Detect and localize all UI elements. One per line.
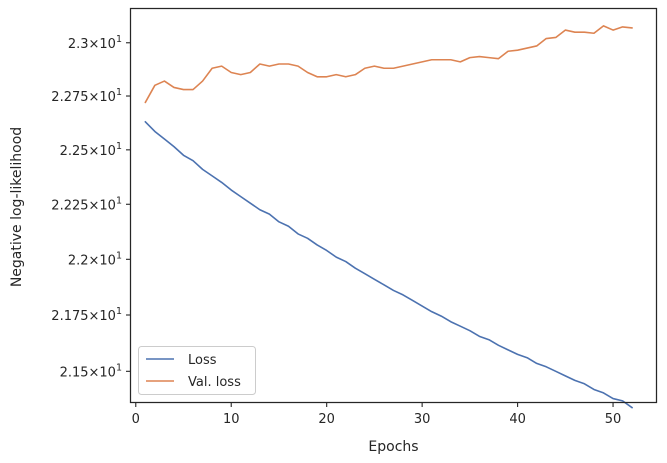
x-tick-label: 10	[223, 412, 240, 427]
legend-label-loss: Loss	[188, 353, 217, 368]
y-axis: 2.15×101 2.175×101 2.2×101 2.225×101 2.25×10…	[51, 34, 131, 380]
x-tick-label: 20	[318, 412, 335, 427]
x-tick-label: 40	[509, 412, 526, 427]
y-tick-label: 2.3×101	[68, 34, 122, 52]
y-tick-label: 2.15×101	[60, 362, 122, 380]
x-axis-title: Epochs	[368, 439, 418, 455]
legend-label-val-loss: Val. loss	[188, 375, 241, 390]
y-tick-label: 2.175×101	[51, 306, 122, 324]
y-tick-label: 2.225×101	[51, 195, 122, 213]
legend: Loss Val. loss	[138, 346, 256, 395]
y-axis-title: Negative log-likelihood	[9, 127, 25, 287]
plot-frame	[129, 7, 658, 404]
x-axis: 0 10 20 30 40 50	[132, 402, 622, 427]
y-tick-label: 2.275×101	[51, 87, 122, 105]
series-layer	[144, 25, 633, 409]
y-tick-label: 2.25×101	[60, 141, 122, 159]
x-tick-label: 50	[605, 412, 622, 427]
series-line-val-loss	[144, 25, 633, 104]
x-tick-label: 30	[414, 412, 431, 427]
x-tick-label: 0	[132, 412, 140, 427]
series-line-loss	[144, 120, 633, 409]
y-tick-label: 2.2×101	[68, 250, 122, 268]
